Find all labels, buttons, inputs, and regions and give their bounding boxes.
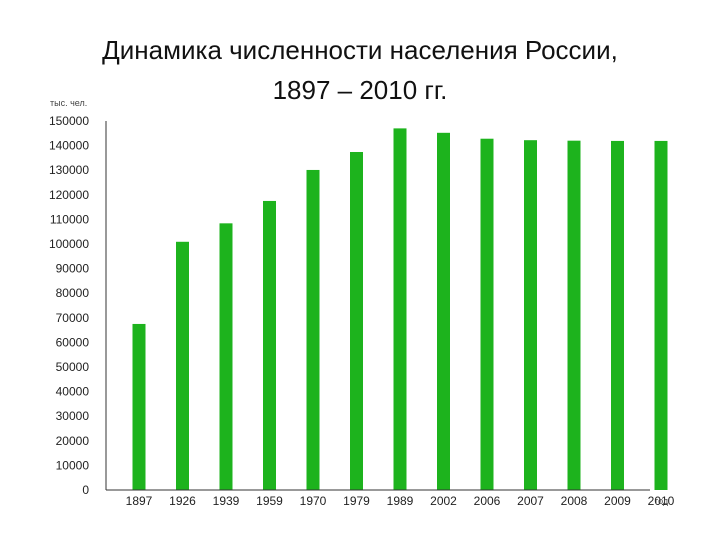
y-tick-label: 30000 [56,409,90,423]
y-axis-ticks: 0 10000 20000 30000 40000 50000 60000 70000 8000… [49,114,89,497]
y-tick-label: 80000 [56,286,90,300]
bar [263,200,276,490]
bar [611,140,624,490]
bars [132,128,668,491]
x-tick-label: 1939 [213,494,240,508]
y-tick-label: 150000 [49,114,89,128]
bar [132,323,146,490]
x-tick-label: 2002 [430,494,457,508]
bar [176,241,189,490]
y-tick-label: 0 [82,483,89,497]
bar [480,138,494,490]
y-tick-label: 60000 [56,335,90,349]
y-tick-label: 110000 [50,212,89,226]
x-tick-label: 1897 [126,494,153,508]
y-tick-label: 140000 [49,139,89,153]
x-tick-label: 1970 [300,494,327,508]
x-tick-label: 1959 [256,494,283,508]
x-axis-ticks: 1897 1926 1939 1959 1970 1979 1989 2002 2006 2007… [126,494,675,508]
bar [219,223,233,490]
bar [437,132,450,491]
y-tick-label: 50000 [56,360,90,374]
y-tick-label: 20000 [56,434,90,448]
bar [654,140,668,490]
bar [306,169,320,491]
y-tick-label: 130000 [49,163,89,177]
x-tick-label: 2009 [604,494,631,508]
x-tick-label: 2008 [561,494,588,508]
slide-title: Динамика численности населения России, 1… [0,30,720,110]
y-tick-label: 10000 [56,458,90,472]
x-axis-unit-label: год [655,496,669,506]
y-tick-label: 120000 [49,188,89,202]
x-tick-label: 1979 [343,494,370,508]
x-tick-label: 1926 [169,494,196,508]
title-line-2: 1897 – 2010 гг. [272,75,448,105]
x-tick-label: 2006 [474,494,501,508]
y-tick-label: 90000 [56,262,90,276]
y-axis-unit-label: тыс. чел. [50,98,87,108]
bar [393,128,407,490]
x-tick-label: 1989 [387,494,414,508]
x-tick-label: 2010 [648,494,675,508]
bar [350,151,363,490]
bar [524,140,537,491]
title-line-1: Динамика численности населения России, [102,35,618,65]
bar [567,140,581,490]
x-tick-label: 2007 [517,494,544,508]
y-tick-label: 100000 [49,237,89,251]
y-tick-label: 70000 [56,311,90,325]
y-tick-label: 40000 [56,385,90,399]
